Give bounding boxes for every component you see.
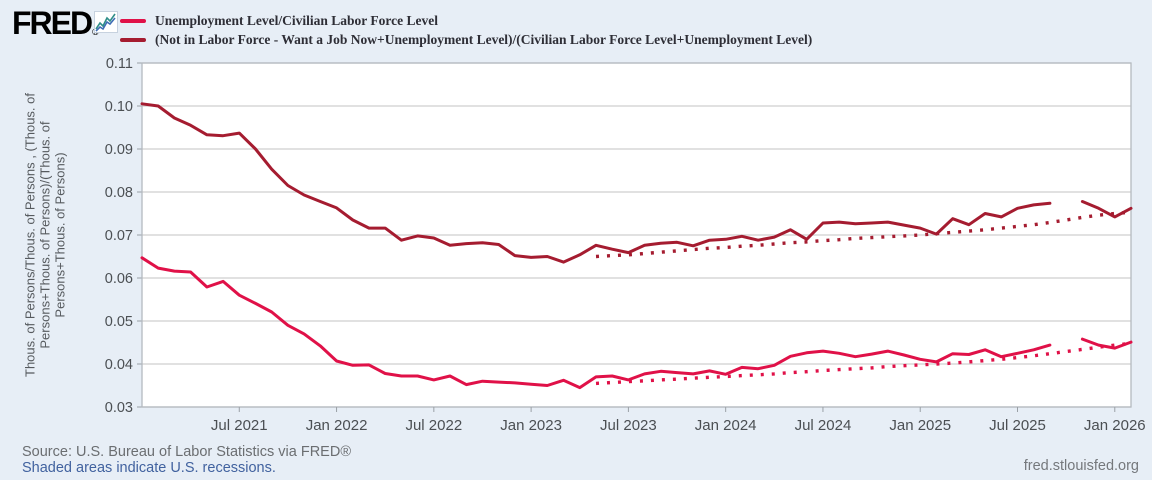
svg-text:Jan 2023: Jan 2023: [500, 417, 562, 434]
svg-text:Jan 2026: Jan 2026: [1084, 417, 1146, 434]
recessions-note-link[interactable]: Shaded areas indicate U.S. recessions.: [22, 460, 276, 476]
legend-row-series-1: Unemployment Level/Civilian Labor Force …: [120, 11, 812, 30]
fred-logo-text: FRED: [12, 5, 93, 41]
svg-text:0.03: 0.03: [105, 400, 133, 416]
fred-site-link[interactable]: fred.stlouisfed.org: [1023, 458, 1139, 474]
svg-text:Jan 2022: Jan 2022: [306, 417, 368, 434]
svg-text:Jul 2023: Jul 2023: [600, 417, 657, 434]
svg-text:0.11: 0.11: [106, 56, 133, 72]
svg-text:Jul 2021: Jul 2021: [211, 417, 268, 434]
svg-text:Jul 2025: Jul 2025: [989, 417, 1046, 434]
svg-text:Jan 2024: Jan 2024: [695, 417, 757, 434]
svg-text:0.10: 0.10: [105, 99, 133, 115]
svg-text:Jan 2025: Jan 2025: [889, 417, 951, 434]
svg-text:0.05: 0.05: [105, 314, 133, 330]
legend-swatch-series-1: [120, 18, 146, 23]
svg-text:0.09: 0.09: [105, 142, 133, 158]
svg-text:Jul 2024: Jul 2024: [795, 417, 852, 434]
svg-text:0.08: 0.08: [105, 185, 133, 201]
svg-text:0.06: 0.06: [105, 271, 133, 287]
legend-label-series-2: (Not in Labor Force - Want a Job Now+Une…: [155, 31, 813, 47]
svg-text:0.07: 0.07: [105, 228, 133, 244]
svg-text:0.04: 0.04: [105, 357, 133, 373]
fred-sparkline-icon: [94, 11, 118, 33]
source-attribution: Source: U.S. Bureau of Labor Statistics …: [22, 444, 352, 460]
legend: Unemployment Level/Civilian Labor Force …: [120, 11, 812, 49]
legend-label-series-1: Unemployment Level/Civilian Labor Force …: [155, 12, 438, 28]
legend-swatch-series-2: [120, 37, 146, 42]
svg-text:Jul 2022: Jul 2022: [405, 417, 462, 434]
legend-row-series-2: (Not in Labor Force - Want a Job Now+Une…: [120, 30, 812, 49]
